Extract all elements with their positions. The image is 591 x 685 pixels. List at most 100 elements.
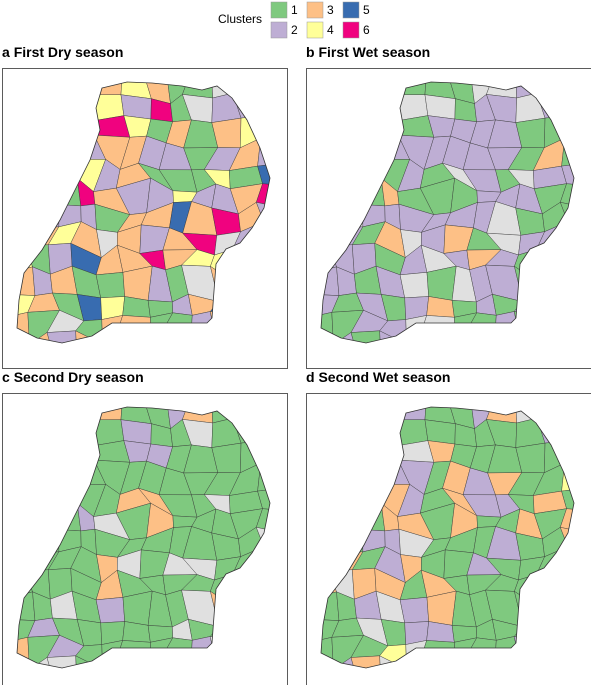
district — [515, 407, 539, 424]
district — [493, 655, 521, 668]
panel-frame — [306, 393, 591, 685]
district — [17, 206, 34, 230]
district — [122, 590, 153, 626]
district — [48, 139, 81, 164]
country-outline — [16, 81, 271, 344]
district — [553, 571, 574, 602]
district — [256, 82, 270, 99]
district — [454, 312, 478, 342]
district — [448, 331, 472, 343]
district — [76, 407, 100, 421]
district — [211, 332, 239, 343]
district — [17, 97, 40, 120]
district — [403, 658, 427, 668]
district — [25, 513, 59, 535]
district — [253, 316, 270, 342]
legend-label: 6 — [363, 23, 370, 37]
district — [253, 272, 270, 301]
district — [32, 82, 56, 105]
district — [378, 419, 402, 446]
district — [333, 332, 360, 343]
legend-label: 5 — [363, 3, 370, 17]
district — [17, 466, 38, 489]
district — [189, 655, 217, 668]
district — [535, 287, 568, 322]
districts — [321, 82, 574, 343]
district — [101, 315, 123, 343]
district — [17, 159, 35, 190]
district — [352, 441, 380, 472]
district — [338, 471, 364, 489]
district — [229, 246, 262, 280]
district — [32, 94, 54, 117]
district — [229, 276, 262, 301]
legend-title: Clusters — [218, 12, 262, 26]
district — [426, 590, 457, 626]
district — [17, 114, 38, 148]
district — [515, 417, 546, 448]
districts — [17, 82, 270, 343]
district — [378, 94, 402, 121]
district — [536, 82, 568, 94]
district — [17, 184, 31, 210]
district — [557, 662, 574, 668]
map — [320, 81, 575, 344]
district — [350, 330, 382, 343]
district — [321, 553, 338, 577]
district — [25, 484, 59, 515]
district — [249, 246, 270, 277]
district — [25, 188, 59, 210]
district — [93, 407, 123, 420]
district — [405, 315, 427, 343]
district — [259, 115, 270, 142]
district — [553, 221, 574, 251]
district — [338, 146, 364, 164]
district — [321, 407, 344, 430]
district — [356, 95, 387, 119]
district — [235, 636, 264, 667]
district — [515, 332, 543, 343]
district — [336, 407, 360, 430]
district — [557, 619, 574, 647]
district — [557, 272, 574, 301]
district — [533, 246, 566, 280]
district — [495, 311, 521, 340]
district — [17, 662, 33, 668]
district — [424, 94, 456, 120]
district — [95, 597, 125, 624]
district — [405, 640, 427, 668]
district — [321, 531, 338, 555]
legend-swatch — [306, 1, 324, 19]
panel-title: b First Wet season — [306, 44, 430, 60]
district — [539, 311, 568, 342]
district — [93, 82, 123, 95]
district — [256, 407, 270, 424]
district — [249, 546, 270, 576]
district — [420, 640, 456, 667]
district — [420, 658, 456, 668]
district — [361, 484, 385, 514]
panel-letter: b — [306, 44, 315, 60]
district — [232, 407, 264, 419]
district — [374, 443, 402, 466]
district — [101, 640, 123, 668]
district — [448, 656, 472, 668]
panel-frame — [306, 68, 591, 369]
district — [253, 337, 270, 343]
district — [211, 92, 242, 123]
district — [211, 657, 239, 668]
district — [560, 82, 574, 99]
district — [29, 332, 56, 343]
legend-label: 3 — [327, 3, 334, 17]
district — [561, 163, 574, 186]
district — [537, 332, 561, 343]
district — [99, 658, 123, 668]
district — [563, 415, 574, 445]
district — [380, 82, 404, 96]
district — [259, 415, 270, 445]
district — [553, 246, 574, 277]
district — [29, 657, 56, 668]
district — [233, 332, 257, 343]
district — [513, 311, 543, 340]
